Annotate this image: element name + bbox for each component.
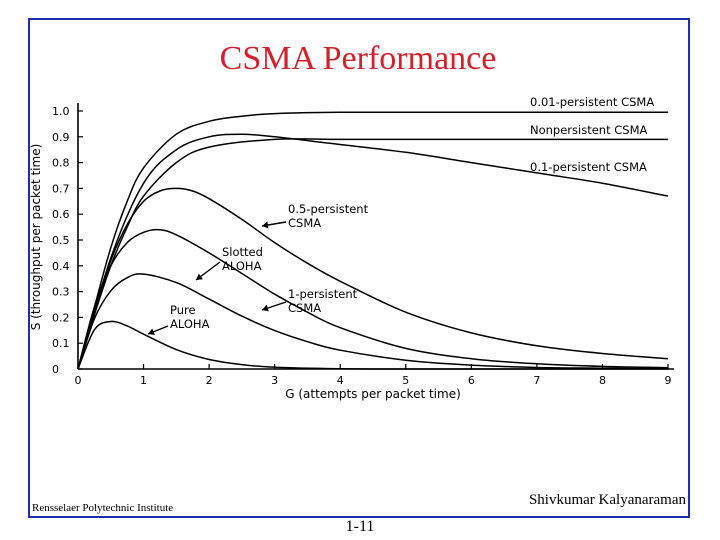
chart-series — [77, 111, 669, 370]
series-line-slotted-aloha — [77, 273, 669, 370]
x-tick-label: 5 — [402, 374, 409, 387]
chart-axes: 0 1 2 3 4 5 6 7 8 9 0 0.1 0.2 0.3 0.4 0.5 0.6 0.7 0.8 0.9 1.… — [29, 103, 674, 401]
y-tick-label: 0.4 — [52, 260, 70, 273]
annotation-pure-aloha-arrowhead — [148, 328, 155, 336]
x-tick-label: 7 — [533, 374, 540, 387]
y-tick-label: 0.8 — [52, 157, 70, 170]
series-line-pure-aloha — [77, 320, 668, 370]
annotation-slotted-aloha-arrowhead — [196, 273, 203, 280]
series-line-0-01-persistent-csma — [77, 111, 668, 370]
x-axis-title: G (attempts per packet time) — [285, 387, 461, 401]
x-tick-label: 4 — [337, 374, 344, 387]
x-tick-label: 1 — [140, 374, 147, 387]
annotation-0-5-persistent-csma-line-2: CSMA — [288, 216, 321, 230]
annotation-pure-aloha-line-2: ALOHA — [170, 317, 210, 331]
slide-title: CSMA Performance — [219, 40, 497, 77]
y-tick-label: 0.5 — [52, 234, 70, 247]
x-tick-label: 2 — [206, 374, 213, 387]
annotation-0-01-persistent-csma-line-1: 0.01-persistent CSMA — [530, 95, 654, 109]
slide-frame — [28, 18, 690, 518]
y-tick-label: 0.7 — [52, 182, 70, 195]
y-tick-label: 0.6 — [52, 208, 70, 221]
annotation-pure-aloha-line-1: Pure — [170, 303, 196, 317]
annotation-1-persistent-csma-line-1: 1-persistent — [288, 287, 358, 301]
x-tick-label: 9 — [665, 374, 672, 387]
series-line-nonpersistent-csma — [77, 138, 668, 370]
annotation-slotted-aloha-line-2: ALOHA — [222, 259, 262, 273]
y-axis-title: S (throughput per packet time) — [29, 144, 43, 331]
y-tick-label: 0.3 — [52, 286, 70, 299]
y-tick-label: 0 — [52, 363, 59, 376]
annotation-slotted-aloha-line-1: Slotted — [222, 245, 263, 259]
annotation-0-1-persistent-csma-line-1: 0.1-persistent CSMA — [530, 160, 647, 174]
x-tick-label: 8 — [599, 374, 606, 387]
institution-label: Rensselaer Polytechnic Institute — [32, 502, 174, 514]
series-line-0-1-persistent-csma — [77, 133, 669, 370]
x-tick-label: 6 — [468, 374, 475, 387]
annotation-0-5-persistent-csma-arrowhead — [262, 221, 269, 229]
annotation-1-persistent-csma-arrowhead — [262, 304, 269, 312]
series-line-1-persistent-csma — [77, 228, 669, 370]
y-tick-label: 0.9 — [52, 131, 70, 144]
annotation-0-5-persistent-csma-line-1: 0.5-persistent — [288, 202, 369, 216]
y-tick-label: 0.1 — [52, 337, 70, 350]
x-tick-label: 3 — [271, 374, 278, 387]
y-tick-label: 1.0 — [52, 105, 70, 118]
series-line-0-5-persistent-csma — [77, 187, 669, 370]
author-label: Shivkumar Kalyanaraman — [528, 492, 686, 508]
y-tick-label: 0.2 — [52, 311, 70, 324]
annotation-1-persistent-csma-line-2: CSMA — [288, 301, 321, 315]
x-tick-label: 0 — [75, 374, 82, 387]
annotation-nonpersistent-csma-line-1: Nonpersistent CSMA — [530, 123, 647, 137]
page-number: 1-11 — [345, 518, 375, 535]
chart-labels: 0.01-persistent CSMA Nonpersistent CSMA 0.… — [147, 95, 654, 336]
